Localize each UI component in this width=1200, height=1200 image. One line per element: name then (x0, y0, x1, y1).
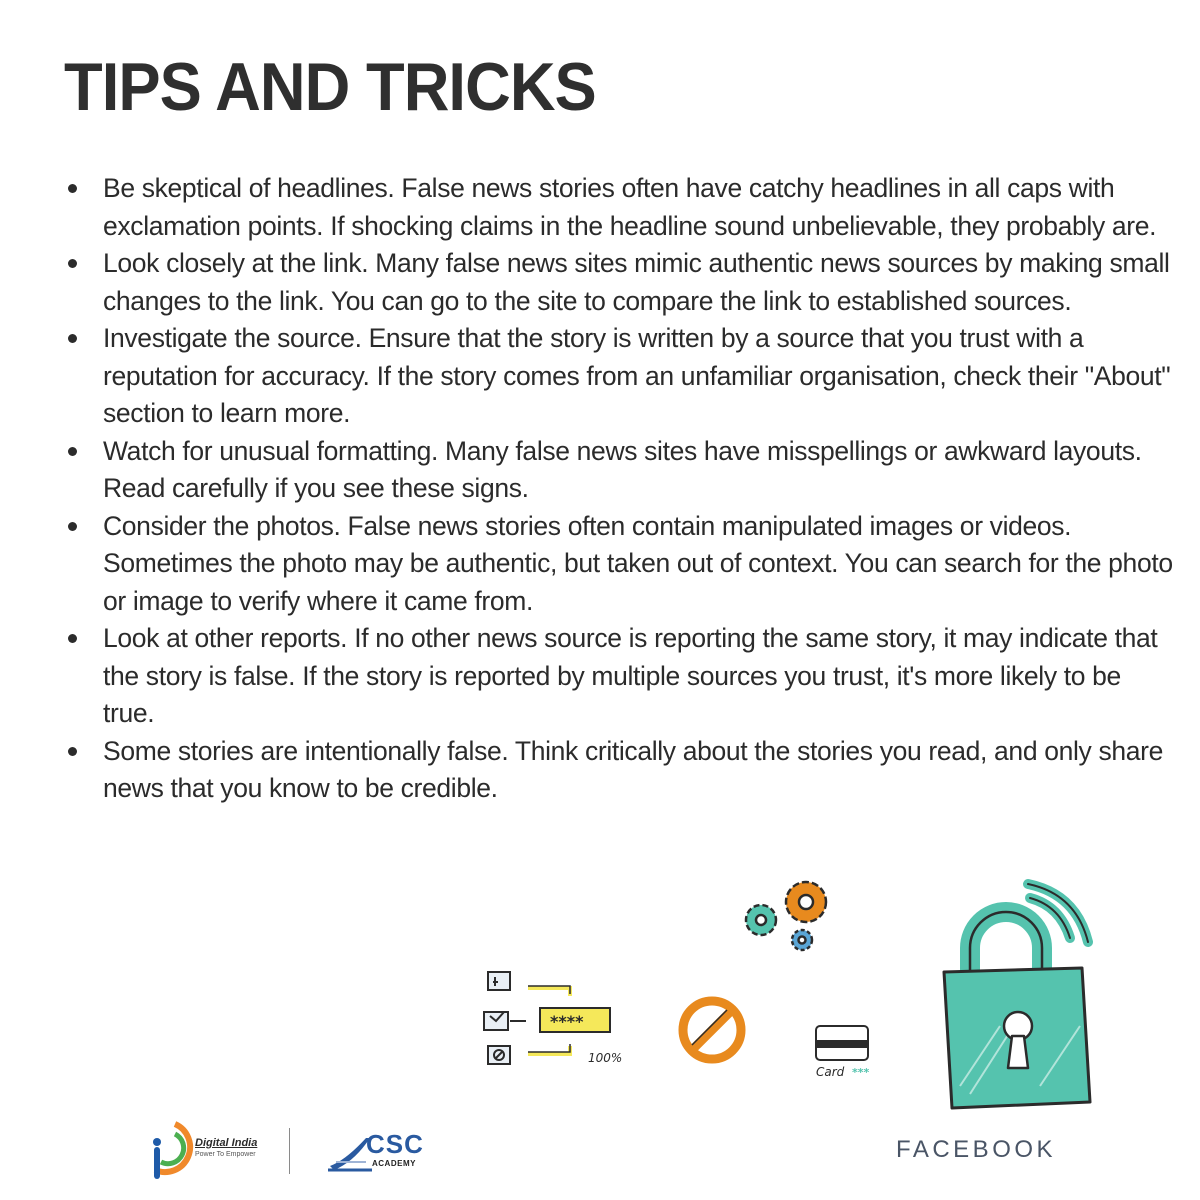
tip-text: Consider the photos. False news stories … (103, 510, 1173, 616)
bullet (68, 746, 77, 756)
password-form-icon: **** 100% (483, 971, 622, 1065)
tip-item: Investigate the source. Ensure that the … (62, 320, 1177, 433)
tip-item: Look at other reports. If no other news … (62, 620, 1177, 733)
tip-text: Look at other reports. If no other news … (103, 623, 1158, 728)
card-label: Card (816, 1065, 845, 1079)
digital-india-logo: Digital India Power To Empower (145, 1118, 270, 1180)
tip-item: Some stories are intentionally false. Th… (62, 733, 1177, 808)
tip-item: Look closely at the link. Many false new… (62, 245, 1177, 320)
csc-wordmark: CSC (366, 1129, 424, 1159)
tip-text: Watch for unusual formatting. Many false… (103, 435, 1142, 504)
page-title: TIPS AND TRICKS (64, 49, 597, 125)
bullet (68, 634, 77, 643)
bullet (68, 446, 77, 456)
tip-text: Look closely at the link. Many false new… (103, 248, 1170, 316)
bullet (68, 521, 77, 531)
percent-label: 100% (588, 1051, 622, 1065)
csc-academy-logo: CSC ACADEMY (326, 1130, 436, 1174)
gears-icon (744, 880, 828, 952)
csc-swoosh-icon (328, 1138, 372, 1172)
csc-academy-text: ACADEMY (372, 1159, 416, 1168)
password-mask: **** (550, 1012, 584, 1031)
tip-text: Some stories are intentionally false. Th… (103, 735, 1163, 804)
tip-text: Be skeptical of headlines. False news st… (103, 173, 1157, 241)
card-icon: Card *** (815, 1025, 870, 1079)
tip-item: Watch for unusual formatting. Many false… (62, 433, 1177, 508)
prohibited-icon (678, 996, 746, 1064)
digital-india-name: Digital India (195, 1137, 258, 1149)
bullet (68, 334, 77, 343)
tips-list: Be skeptical of headlines. False news st… (62, 170, 1177, 808)
card-mask: *** (852, 1066, 870, 1079)
facebook-brand: FACEBOOK (896, 1136, 1057, 1163)
digital-india-emblem-icon (153, 1121, 194, 1179)
bullet (68, 184, 77, 193)
bullet (68, 259, 77, 268)
tip-item: Consider the photos. False news stories … (62, 508, 1177, 621)
padlock-icon (942, 879, 1093, 1110)
tip-text: Investigate the source. Ensure that the … (103, 323, 1171, 428)
tip-item: Be skeptical of headlines. False news st… (62, 170, 1177, 245)
digital-india-tagline: Power To Empower (195, 1151, 256, 1158)
footer-divider (289, 1128, 290, 1174)
